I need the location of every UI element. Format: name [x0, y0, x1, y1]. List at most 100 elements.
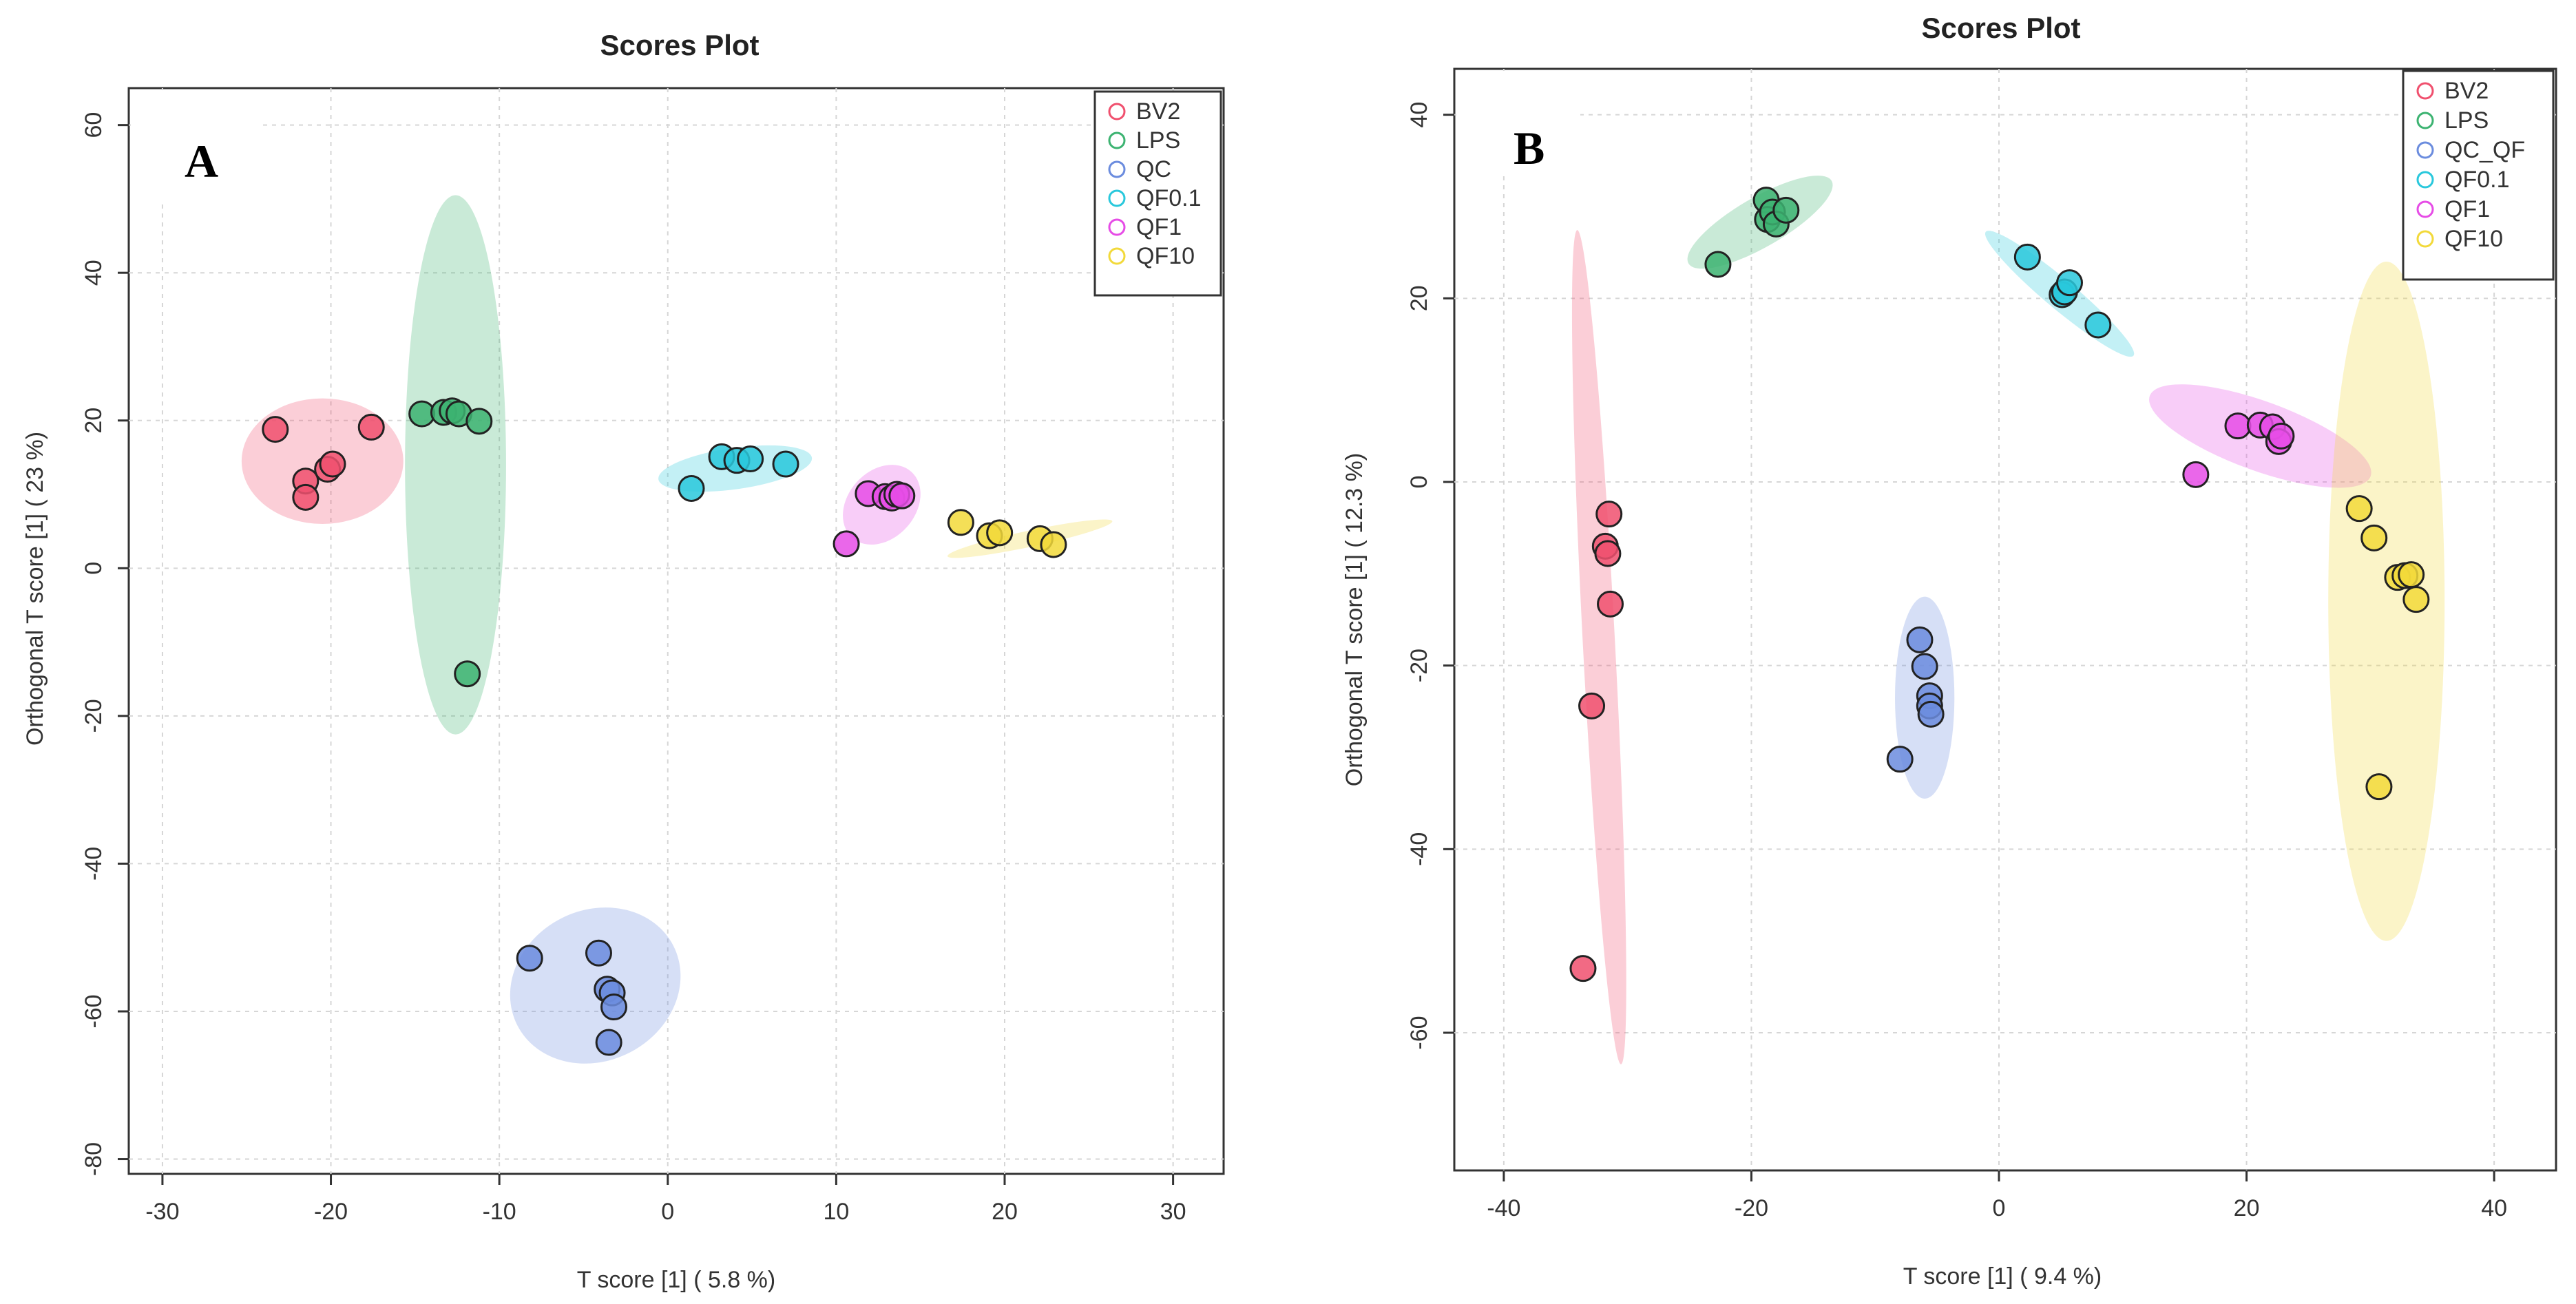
- panel-b-point-lps: [1772, 196, 1800, 224]
- panel-a-y-tick-label: 60: [81, 112, 107, 138]
- panel-b-point-qf1: [2268, 422, 2295, 450]
- panel-b-x-tick-label: 20: [2234, 1195, 2260, 1221]
- panel-a-y-tick-label: -60: [81, 994, 107, 1028]
- panel-b-point-qc-qf: [1906, 626, 1934, 653]
- panel-a-ellipse-lps: [405, 195, 506, 735]
- panel-b-legend-marker-qf0-1: [2416, 171, 2434, 189]
- panel-a-point-qf10: [986, 519, 1014, 547]
- panel-b-x-axis-label: T score [1] ( 9.4 %): [1903, 1263, 2102, 1290]
- panel-a-point-bv2: [292, 483, 320, 511]
- panel-a-x-tick-label: 20: [992, 1199, 1018, 1225]
- panel-b: Scores Plot -40 -20 0 20 40 40 20 0 -20 -40 -60 T…: [1341, 12, 2557, 1290]
- panel-b-y-tick-label: -40: [1406, 832, 1432, 866]
- panel-a-x-axis-label: T score [1] ( 5.8 %): [577, 1267, 775, 1293]
- panel-a-point-bv2: [262, 416, 289, 443]
- panel-a-point-qf0-1: [678, 474, 705, 502]
- panel-b-point-qf0-1: [2055, 269, 2083, 297]
- panel-a-x-tick-label: -30: [145, 1199, 179, 1225]
- panel-b-y-ticks: 40 20 0 -20 -40 -60: [1406, 102, 1454, 1050]
- panel-b-point-qf0-1: [2084, 311, 2112, 339]
- panel-a-legend-label-lps: LPS: [1136, 127, 1180, 154]
- panel-b-legend: BV2 LPS QC_QF QF0.1 QF1 QF10: [2402, 70, 2555, 281]
- panel-a-point-qf0-1: [772, 450, 799, 478]
- panel-a-legend-marker-qf1: [1108, 218, 1126, 236]
- panel-a-y-tick-label: -40: [81, 847, 107, 881]
- panel-a-letter: A: [185, 135, 218, 187]
- panel-a-point-qf1: [888, 482, 916, 509]
- panel-a-point-qf10: [1040, 531, 1067, 558]
- panel-a-x-tick-label: 0: [661, 1199, 674, 1225]
- panel-b-point-bv2: [1578, 692, 1606, 719]
- panel-b-y-axis-label: Orthogonal T score [1] ( 12.3 %): [1341, 453, 1368, 786]
- panel-a-y-ticks: 60 40 20 0 -20 -40 -60 -80: [81, 112, 129, 1176]
- panel-a-legend-label-bv2: BV2: [1136, 98, 1180, 125]
- panel-b-legend-label-qc-qf: QC_QF: [2444, 137, 2525, 163]
- panel-a-legend-marker-qc: [1108, 160, 1126, 178]
- panel-b-legend-marker-bv2: [2416, 82, 2434, 100]
- panel-a-x-tick-label: 10: [823, 1199, 849, 1225]
- panel-a-point-qc: [600, 993, 627, 1021]
- panel-a-legend-marker-qf0-1: [1108, 189, 1126, 207]
- panel-a-point-bv2: [357, 413, 385, 441]
- panel-b-point-qf10: [2345, 495, 2373, 523]
- panel-b-point-bv2: [1595, 501, 1623, 528]
- panel-b-point-qc-qf: [1911, 653, 1938, 680]
- panel-a-y-tick-label: -80: [81, 1142, 107, 1176]
- panel-b-legend-marker-qc-qf: [2416, 141, 2434, 159]
- panel-b-legend-label-qf1: QF1: [2444, 196, 2490, 222]
- panel-a-legend-marker-qf10: [1108, 247, 1126, 265]
- panel-b-points: [1569, 187, 2430, 982]
- panel-b-point-qf0-1: [2013, 243, 2041, 271]
- panel-a: Scores Plot -30 -20 -10 0 10 20 30 6040200-20-…: [22, 29, 1225, 1293]
- panel-a-x-tick-label: -20: [314, 1199, 348, 1225]
- panel-a-point-lps: [465, 408, 493, 435]
- panel-a-y-tick-label: 20: [81, 408, 107, 434]
- panel-b-x-tick-label: 40: [2481, 1195, 2507, 1221]
- panel-b-point-qc-qf: [1886, 746, 1914, 773]
- panel-a-point-lps: [454, 660, 481, 688]
- panel-a-x-tick-label: -10: [483, 1199, 516, 1225]
- panel-a-point-qf1: [833, 530, 860, 558]
- panel-a-point-bv2: [319, 450, 346, 478]
- panel-b-point-qc-qf: [1917, 700, 1945, 728]
- panel-a-legend-marker-lps: [1108, 132, 1126, 149]
- panel-a-points: [262, 397, 1067, 1056]
- panel-a-plot-frame: [127, 87, 1225, 1175]
- panel-a-legend-label-qc: QC: [1136, 156, 1171, 182]
- panel-a-point-qc: [595, 1029, 622, 1056]
- panel-a-legend-box: [1093, 90, 1222, 297]
- panel-a-y-axis-label: Orthogonal T score [1] ( 23 %): [22, 432, 48, 746]
- panel-a-y-tick-label: 40: [81, 260, 107, 286]
- panel-b-ellipse-qf10: [2328, 261, 2445, 941]
- panel-b-y-tick-label: 0: [1406, 476, 1432, 489]
- panel-b-point-qf1: [2224, 412, 2252, 440]
- panel-b-point-bv2: [1569, 955, 1597, 982]
- panel-b-y-tick-label: 40: [1406, 102, 1432, 128]
- panel-b-point-qf10: [2365, 773, 2393, 801]
- panel-b-legend-marker-qf1: [2416, 200, 2434, 218]
- panel-a-grid: [129, 88, 1224, 1174]
- panel-a-y-tick-label: -20: [81, 699, 107, 733]
- panel-b-letter: B: [1514, 122, 1544, 174]
- panel-a-point-qc: [585, 939, 612, 967]
- panel-a-point-qc: [516, 945, 543, 972]
- panel-b-legend-label-bv2: BV2: [2444, 78, 2489, 104]
- panel-b-point-qf1: [2182, 461, 2210, 488]
- panel-b-legend-label-qf0-1: QF0.1: [2444, 167, 2509, 193]
- panel-a-legend-marker-bv2: [1108, 103, 1126, 120]
- panel-b-letter-box: [1456, 71, 1580, 174]
- panel-a-legend-label-qf10: QF10: [1136, 243, 1195, 269]
- panel-a-legend-label-qf1: QF1: [1136, 214, 1182, 240]
- panel-b-point-qf10: [2402, 586, 2430, 613]
- panel-a-point-qf0-1: [737, 445, 764, 473]
- panel-a-x-ticks: -30 -20 -10 0 10 20 30: [145, 1174, 1186, 1225]
- panel-b-x-tick-label: -40: [1487, 1195, 1520, 1221]
- panel-a-point-qf10: [947, 509, 974, 536]
- panel-b-title: Scores Plot: [1921, 12, 2080, 44]
- panel-a-title: Scores Plot: [600, 29, 759, 61]
- panel-b-y-tick-label: -20: [1406, 649, 1432, 682]
- panel-b-x-tick-label: 0: [1993, 1195, 2006, 1221]
- panel-b-plot-frame: [1453, 67, 2557, 1172]
